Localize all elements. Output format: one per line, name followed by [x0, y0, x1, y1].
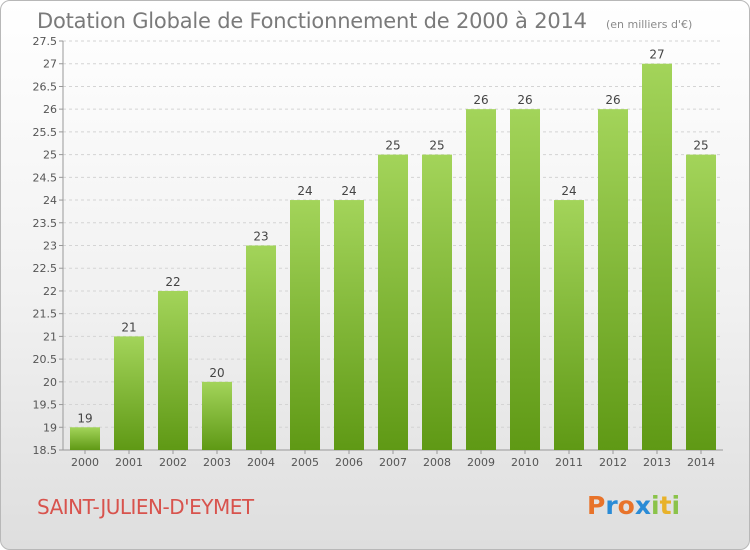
brand-letter: i	[671, 491, 681, 520]
data-label: 22	[165, 275, 180, 289]
bar-2001	[114, 336, 144, 450]
bar-2003	[202, 381, 232, 450]
data-label: 26	[605, 93, 620, 107]
x-tick-label: 2001	[115, 456, 143, 469]
x-tick-label: 2003	[203, 456, 231, 469]
y-tick-label: 23.5	[33, 217, 58, 230]
y-tick-label: 24.5	[33, 171, 58, 184]
bar-2010	[510, 109, 540, 451]
y-tick-label: 27	[43, 58, 57, 71]
x-tick-label: 2004	[247, 456, 275, 469]
data-label: 21	[121, 320, 136, 334]
bar-2014	[686, 154, 716, 450]
data-label: 25	[429, 139, 444, 153]
bar-2007	[378, 154, 408, 450]
y-tick-label: 25.5	[33, 126, 58, 139]
bar-2005	[290, 200, 320, 450]
x-tick-label: 2008	[423, 456, 451, 469]
data-label: 26	[517, 93, 532, 107]
x-tick-label: 2000	[71, 456, 99, 469]
brand-letter: o	[617, 491, 635, 520]
y-tick-label: 21	[43, 330, 57, 343]
x-tick-label: 2014	[687, 456, 715, 469]
title-row: Dotation Globale de Fonctionnement de 20…	[37, 9, 692, 33]
brand-logo: Proxiti	[587, 491, 680, 520]
y-tick-label: 26.5	[33, 80, 58, 93]
y-tick-label: 23	[43, 240, 57, 253]
axis-layer: 18.5 19 19.5 20 20.5 21 21.5 22 22.5 23 23.5 24 24.5…	[33, 35, 723, 469]
x-tick-label: 2002	[159, 456, 187, 469]
brand-letter: x	[634, 491, 651, 520]
place-name: SAINT-JULIEN-D'EYMET	[37, 495, 254, 519]
y-tick-label: 22.5	[33, 262, 58, 275]
brand-letter: r	[605, 491, 618, 520]
data-label: 19	[77, 411, 92, 425]
brand-letter: P	[587, 491, 606, 520]
x-tick-label: 2006	[335, 456, 363, 469]
bar-2008	[422, 154, 452, 450]
data-label: 24	[297, 184, 312, 198]
y-tick-label: 18.5	[33, 444, 58, 457]
x-tick-label: 2012	[599, 456, 627, 469]
data-label: 23	[253, 230, 268, 244]
y-tick-label: 20	[43, 376, 57, 389]
chart-title: Dotation Globale de Fonctionnement de 20…	[37, 9, 587, 33]
bar-2006	[334, 200, 364, 450]
y-tick-label: 19.5	[33, 399, 58, 412]
x-tick-label: 2007	[379, 456, 407, 469]
y-tick-label: 22	[43, 285, 57, 298]
data-label: 24	[561, 184, 576, 198]
x-tick-label: 2013	[643, 456, 671, 469]
data-label: 24	[341, 184, 356, 198]
x-tick-label: 2010	[511, 456, 539, 469]
bar-2009	[466, 109, 496, 451]
y-tick-label: 19	[43, 421, 57, 434]
bar-2004	[246, 245, 276, 450]
x-tick-label: 2005	[291, 456, 319, 469]
bar-2011	[554, 200, 584, 450]
y-tick-label: 24	[43, 194, 57, 207]
label-layer: 19 21 22 20 23 24 24 25 25 26 26 24 26 27 25	[77, 48, 708, 426]
bar-2012	[598, 109, 628, 451]
chart-unit: (en milliers d'€)	[605, 18, 693, 31]
bar-2000	[70, 427, 100, 450]
brand-letter: t	[659, 491, 672, 520]
x-tick-label: 2009	[467, 456, 495, 469]
bar-2002	[158, 290, 188, 450]
data-label: 25	[385, 139, 400, 153]
data-label: 26	[473, 93, 488, 107]
y-tick-label: 27.5	[33, 35, 58, 48]
y-tick-label: 26	[43, 103, 57, 116]
bar-2013	[642, 63, 672, 450]
y-tick-label: 25	[43, 149, 57, 162]
bar-layer	[70, 63, 716, 451]
y-tick-label: 20.5	[33, 353, 58, 366]
data-label: 25	[693, 139, 708, 153]
x-tick-label: 2011	[555, 456, 583, 469]
brand-letter: i	[651, 491, 660, 520]
data-label: 20	[209, 366, 224, 380]
data-label: 27	[649, 48, 664, 62]
y-tick-label: 21.5	[33, 308, 58, 321]
